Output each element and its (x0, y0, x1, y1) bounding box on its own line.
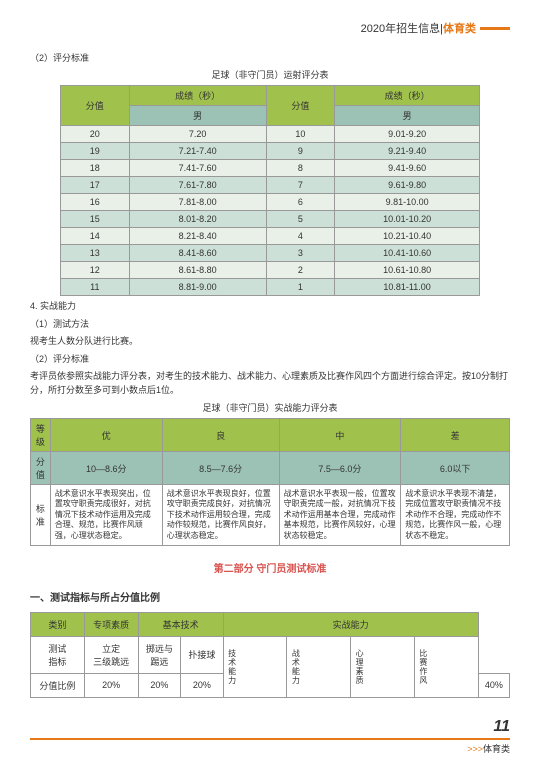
t3-r_ratio: 分值比例 (31, 673, 85, 697)
table-cell: 2 (266, 262, 335, 279)
t2-s2: 7.5—6.0分 (279, 452, 401, 485)
table-cell: 10.01-10.20 (335, 211, 480, 228)
t1-h-result: 成绩（秒） (129, 86, 266, 106)
page-number: 11 (493, 718, 510, 736)
t3-p4: 40% (478, 673, 509, 697)
table-cell: 4 (266, 228, 335, 245)
p4: 4. 实战能力 (30, 300, 510, 314)
table-cell: 5 (266, 211, 335, 228)
t3-v3: 心理素质 (354, 649, 365, 685)
page-footer: 11 >>>体育类 (30, 718, 510, 755)
table-cell: 7 (266, 177, 335, 194)
table-cell: 7.41-7.60 (129, 160, 266, 177)
t2-lv3: 差 (401, 419, 510, 452)
table-cell: 7.61-7.80 (129, 177, 266, 194)
table-cell: 8.81-9.00 (129, 279, 266, 296)
table-cell: 8 (266, 160, 335, 177)
table-cell: 17 (61, 177, 130, 194)
page-header: 2020年招生信息|体育类 (30, 20, 510, 36)
t3-p3: 20% (181, 673, 224, 697)
table-cell: 9.81-10.00 (335, 194, 480, 211)
t3-r-test: 测试 指标 (31, 636, 85, 673)
table-cell: 1 (266, 279, 335, 296)
table-cell: 9 (266, 143, 335, 160)
table-cell: 7.20 (129, 126, 266, 143)
table-cell: 7.21-7.40 (129, 143, 266, 160)
p4-1: （1）测试方法 (30, 318, 510, 332)
table-cell: 10.21-10.40 (335, 228, 480, 245)
t3-c2: 掷远与 踢远 (138, 636, 181, 673)
part2-title: 第二部分 守门员测试标准 (30, 560, 510, 575)
t2-h-std: 标准 (31, 485, 51, 546)
table-cell: 20 (61, 126, 130, 143)
table-cell: 15 (61, 211, 130, 228)
t1-h-result2: 成绩（秒） (335, 86, 480, 106)
t2-s1: 8.5—7.6分 (162, 452, 279, 485)
table-cell: 10 (266, 126, 335, 143)
t1-h-gender2: 男 (335, 106, 480, 126)
t2-d3: 战术意识水平表现不清楚，完成位置攻守职责情况不技术动作不合理，完成动作不规范，比… (401, 485, 510, 546)
table-cell: 8.41-8.60 (129, 245, 266, 262)
goalkeeper-table: 类别 专项素质 基本技术 实战能力 测试 指标 立定 三级跳远 掷远与 踢远 扑… (30, 612, 510, 698)
section-one: 一、测试指标与所占分值比例 (30, 589, 510, 604)
combat-table: 等级 优 良 中 差 分值 10—8.6分 8.5—7.6分 7.5—6.0分 … (30, 418, 510, 546)
t3-h-basic: 基本技术 (138, 612, 223, 636)
table-cell: 10.81-11.00 (335, 279, 480, 296)
table-cell: 9.21-9.40 (335, 143, 480, 160)
table-cell: 19 (61, 143, 130, 160)
t3-v1: 技术能力 (227, 649, 238, 685)
table-cell: 16 (61, 194, 130, 211)
table-cell: 8.01-8.20 (129, 211, 266, 228)
table-cell: 12 (61, 262, 130, 279)
header-year: 2020年招生信息|体育类 (361, 20, 476, 36)
table1-title: 足球（非守门员）运射评分表 (30, 68, 510, 81)
footer-label: >>>体育类 (467, 742, 510, 755)
t3-h-cat: 类别 (31, 612, 85, 636)
t3-c1: 立定 三级跳远 (84, 636, 138, 673)
footer-line (30, 738, 510, 740)
t2-s0: 10—8.6分 (50, 452, 162, 485)
p4-2-desc: 考评员依参照实战能力评分表，对考生的技术能力、战术能力、心理素质及比赛作风四个方… (30, 370, 510, 397)
p4-2: （2）评分标准 (30, 353, 510, 367)
t1-h-gender: 男 (129, 106, 266, 126)
table-cell: 13 (61, 245, 130, 262)
t1-h-score: 分值 (61, 86, 130, 126)
t2-lv0: 优 (50, 419, 162, 452)
table-cell: 8.21-8.40 (129, 228, 266, 245)
scoring-table-1: 分值 成绩（秒） 分值 成绩（秒） 男 男 207.20109.01-9.20 1… (60, 85, 480, 296)
t2-h-score: 分值 (31, 452, 51, 485)
t3-h-spec: 专项素质 (84, 612, 138, 636)
p4-1-desc: 视考生人数分队进行比赛。 (30, 335, 510, 349)
t2-s3: 6.0以下 (401, 452, 510, 485)
t3-v4: 比赛作风 (418, 649, 429, 685)
t2-lv2: 中 (279, 419, 401, 452)
table-cell: 9.01-9.20 (335, 126, 480, 143)
t2-lv1: 良 (162, 419, 279, 452)
table2-title: 足球（非守门员）实战能力评分表 (30, 401, 510, 414)
table-cell: 9.41-9.60 (335, 160, 480, 177)
t3-p1: 20% (84, 673, 138, 697)
t3-p2: 20% (138, 673, 181, 697)
t1-h-score2: 分值 (266, 86, 335, 126)
t2-d1: 战术意识水平表现良好，位置攻守职责完成良好，对抗情况下技术动作运用较合理，完成动… (162, 485, 279, 546)
t2-d2: 战术意识水平表现一般，位置攻守职责完成一般，对抗情况下技术动作运用基本合理，完成… (279, 485, 401, 546)
table-cell: 6 (266, 194, 335, 211)
table-cell: 14 (61, 228, 130, 245)
t2-h-level: 等级 (31, 419, 51, 452)
table-cell: 10.41-10.60 (335, 245, 480, 262)
table-cell: 3 (266, 245, 335, 262)
t3-v2: 战术能力 (290, 649, 301, 685)
table-cell: 18 (61, 160, 130, 177)
table-cell: 10.61-10.80 (335, 262, 480, 279)
t3-h-combat: 实战能力 (223, 612, 478, 636)
table-cell: 8.61-8.80 (129, 262, 266, 279)
t2-d0: 战术意识水平表现突出，位置攻守职责完成很好，对抗情况下技术动作运用及完成合理、规… (50, 485, 162, 546)
t3-c3: 扑接球 (181, 636, 224, 673)
header-bar (480, 27, 510, 30)
table-cell: 11 (61, 279, 130, 296)
table-cell: 7.81-8.00 (129, 194, 266, 211)
table-cell: 9.61-9.80 (335, 177, 480, 194)
section-2-label: （2）评分标准 (30, 51, 510, 64)
